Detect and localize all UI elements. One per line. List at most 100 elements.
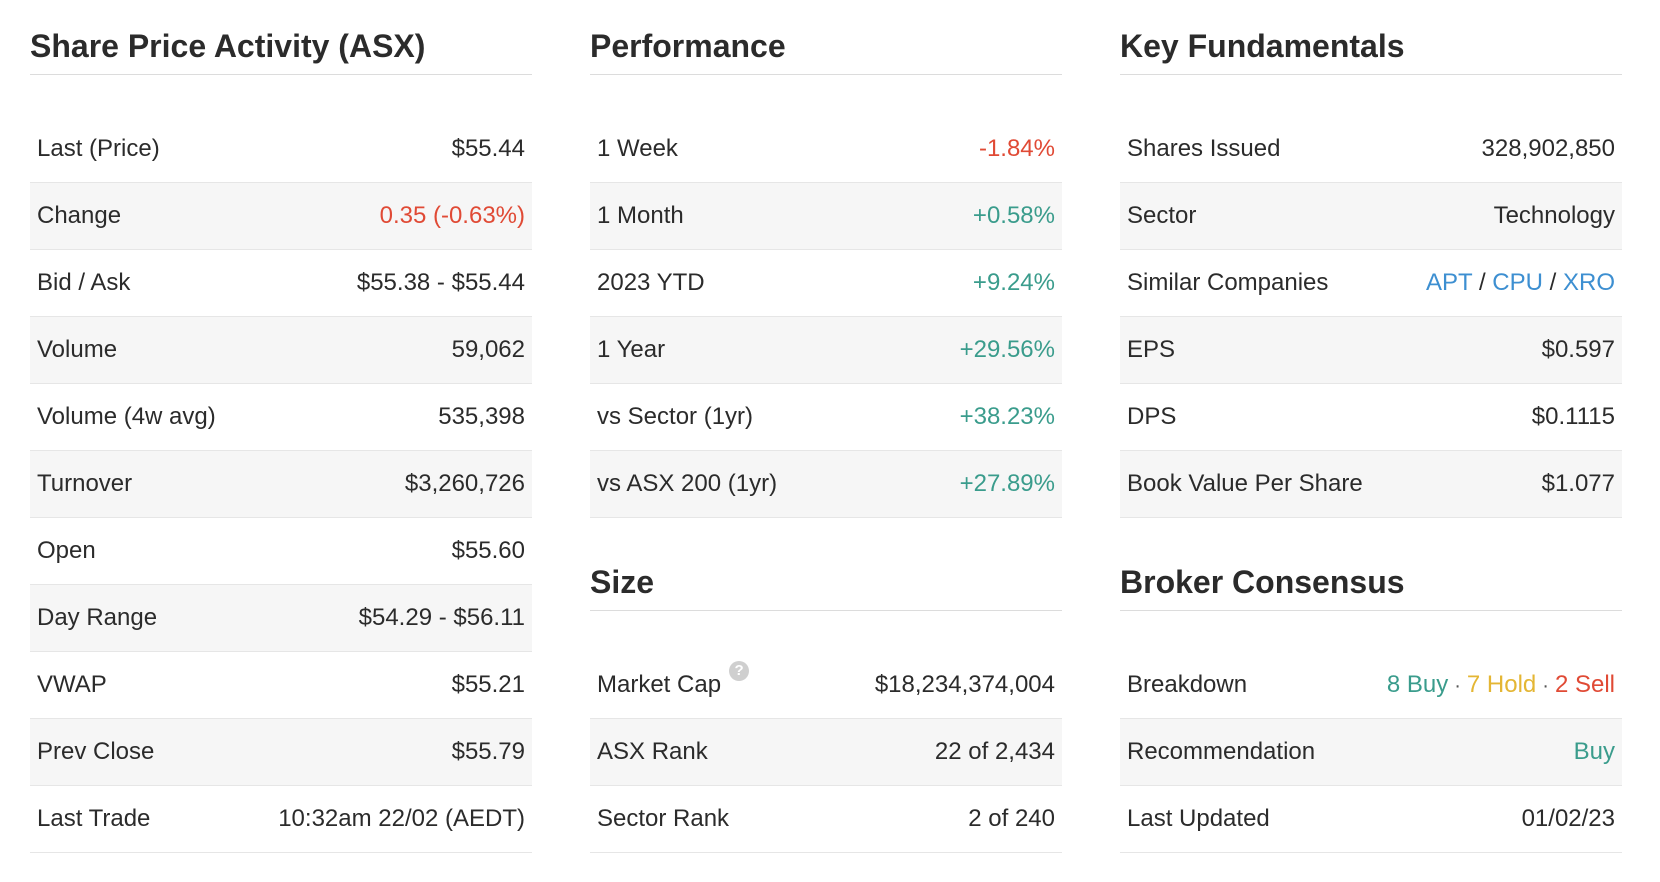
row-label: Volume — [37, 336, 118, 363]
share-price-panel: Share Price Activity (ASX) Last (Price) $… — [30, 0, 532, 853]
row-value: $55.60 — [451, 537, 525, 564]
table-row: Prev Close $55.79 — [30, 719, 532, 786]
row-value: $0.597 — [1541, 336, 1615, 363]
perf-value: +27.89% — [959, 470, 1055, 497]
table-row: Last Updated 01/02/23 — [1120, 786, 1622, 853]
share-price-table: Last (Price) $55.44 Change 0.35 (-0.63%) B… — [30, 116, 532, 853]
performance-table: 1 Week -1.84% 1 Month +0.58% 2023 YTD +9.24… — [590, 116, 1062, 518]
row-value: $55.38 - $55.44 — [356, 269, 525, 296]
table-row: Sector Rank 2 of 240 — [590, 786, 1062, 853]
perf-value: +29.56% — [959, 336, 1055, 363]
row-value: 59,062 — [451, 336, 525, 363]
separator: / — [1478, 269, 1486, 296]
row-label: Market Cap — [597, 671, 722, 698]
row-value: $55.44 — [451, 135, 525, 162]
performance-title: Performance — [590, 0, 1062, 75]
row-label: ASX Rank — [597, 738, 708, 765]
dot-separator: · — [1454, 675, 1461, 697]
size-panel: Size Market Cap? $18,234,374,004 ASX Ran… — [590, 536, 1062, 853]
link-cpu[interactable]: CPU — [1492, 269, 1543, 296]
size-table: Market Cap? $18,234,374,004 ASX Rank 22 o… — [590, 652, 1062, 853]
table-row: 1 Month +0.58% — [590, 183, 1062, 250]
share-price-title: Share Price Activity (ASX) — [30, 0, 532, 75]
row-value: $3,260,726 — [404, 470, 525, 497]
row-label: Sector Rank — [597, 805, 730, 832]
row-value: $55.21 — [451, 671, 525, 698]
row-label: Turnover — [37, 470, 133, 497]
row-label: Bid / Ask — [37, 269, 131, 296]
table-row: ASX Rank 22 of 2,434 — [590, 719, 1062, 786]
similar-companies: APT / CPU / XRO — [1426, 269, 1615, 297]
help-icon[interactable]: ? — [729, 661, 750, 681]
row-label: Last Updated — [1127, 805, 1270, 832]
row-label: Breakdown — [1127, 671, 1248, 698]
table-row: VWAP $55.21 — [30, 652, 532, 719]
row-label: Shares Issued — [1127, 135, 1281, 162]
row-value: $18,234,374,004 — [874, 671, 1055, 698]
table-row: Recommendation Buy — [1120, 719, 1622, 786]
performance-panel: Performance 1 Week -1.84% 1 Month +0.58% 2… — [590, 0, 1062, 853]
dot-separator: · — [1542, 675, 1549, 697]
row-value: $54.29 - $56.11 — [358, 604, 525, 631]
table-row: Similar Companies APT / CPU / XRO — [1120, 250, 1622, 317]
row-label: Last (Price) — [37, 135, 160, 162]
table-row: 2023 YTD +9.24% — [590, 250, 1062, 317]
row-value: 10:32am 22/02 (AEDT) — [278, 805, 525, 832]
table-row: vs ASX 200 (1yr) +27.89% — [590, 451, 1062, 518]
row-label: 1 Year — [597, 336, 666, 363]
link-apt[interactable]: APT — [1426, 269, 1473, 296]
table-row: Volume 59,062 — [30, 317, 532, 384]
table-row: 1 Year +29.56% — [590, 317, 1062, 384]
link-xro[interactable]: XRO — [1562, 269, 1615, 296]
table-row: Turnover $3,260,726 — [30, 451, 532, 518]
table-row: Book Value Per Share $1.077 — [1120, 451, 1622, 518]
fundamentals-panel: Key Fundamentals Shares Issued 328,902,85… — [1120, 0, 1622, 853]
perf-value: +9.24% — [972, 269, 1055, 296]
table-row: EPS $0.597 — [1120, 317, 1622, 384]
row-value: $55.79 — [451, 738, 525, 765]
perf-value: +0.58% — [972, 202, 1055, 229]
row-label: Volume (4w avg) — [37, 403, 216, 430]
broker-title: Broker Consensus — [1120, 536, 1622, 611]
breakdown-value: 8 Buy · 7 Hold · 2 Sell — [1387, 671, 1615, 699]
perf-value: -1.84% — [978, 135, 1055, 162]
table-row: Change 0.35 (-0.63%) — [30, 183, 532, 250]
table-row: Sector Technology — [1120, 183, 1622, 250]
table-row: Breakdown 8 Buy · 7 Hold · 2 Sell — [1120, 652, 1622, 719]
table-row: Volume (4w avg) 535,398 — [30, 384, 532, 451]
row-label: Similar Companies — [1127, 269, 1329, 296]
broker-table: Breakdown 8 Buy · 7 Hold · 2 Sell Recommenda… — [1120, 652, 1622, 853]
size-title: Size — [590, 536, 1062, 611]
table-row: Day Range $54.29 - $56.11 — [30, 585, 532, 652]
row-label: vs Sector (1yr) — [597, 403, 754, 430]
fundamentals-table: Shares Issued 328,902,850 Sector Technolog… — [1120, 116, 1622, 518]
separator: / — [1549, 269, 1557, 296]
row-label: DPS — [1127, 403, 1177, 430]
fundamentals-title: Key Fundamentals — [1120, 0, 1622, 75]
sell-count: 2 Sell — [1554, 671, 1615, 698]
row-label: 2023 YTD — [597, 269, 705, 296]
perf-value: +38.23% — [959, 403, 1055, 430]
row-label: vs ASX 200 (1yr) — [597, 470, 778, 497]
row-label: Day Range — [37, 604, 158, 631]
table-row: Open $55.60 — [30, 518, 532, 585]
broker-panel: Broker Consensus Breakdown 8 Buy · 7 Hold ·… — [1120, 536, 1622, 853]
row-label: Book Value Per Share — [1127, 470, 1363, 497]
row-label: EPS — [1127, 336, 1176, 363]
row-label: Prev Close — [37, 738, 155, 765]
row-label: Change — [37, 202, 122, 229]
row-value: Technology — [1493, 202, 1615, 229]
row-label: 1 Week — [597, 135, 678, 162]
hold-count: 7 Hold — [1466, 671, 1537, 698]
row-label: Recommendation — [1127, 738, 1316, 765]
row-label: Last Trade — [37, 805, 151, 832]
row-label: Sector — [1127, 202, 1197, 229]
last-updated-link[interactable]: 01/02/23 — [1521, 805, 1615, 832]
table-row: 1 Week -1.84% — [590, 116, 1062, 183]
row-value: $1.077 — [1541, 470, 1615, 497]
table-row: Last Trade 10:32am 22/02 (AEDT) — [30, 786, 532, 853]
row-label: Open — [37, 537, 96, 564]
row-label: 1 Month — [597, 202, 684, 229]
row-value: 535,398 — [438, 403, 525, 430]
row-label: VWAP — [37, 671, 107, 698]
